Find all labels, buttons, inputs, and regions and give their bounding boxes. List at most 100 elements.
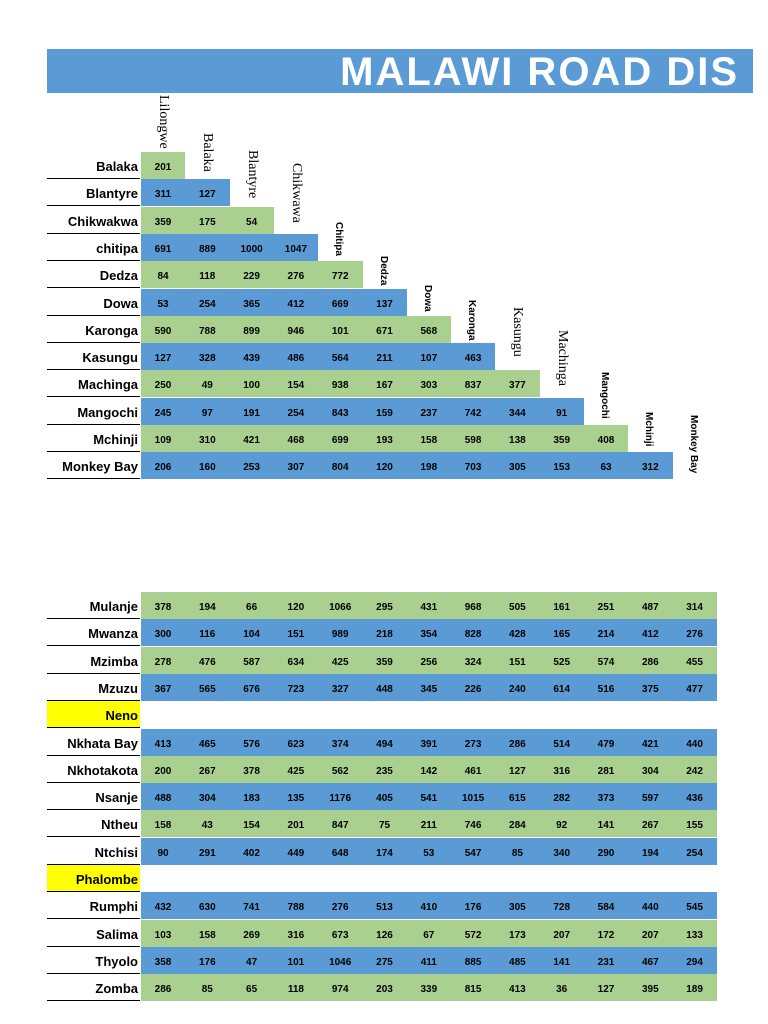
column-header-balaka: Balaka bbox=[200, 133, 216, 172]
distance-cell: 267 bbox=[641, 820, 659, 832]
row-band-karonga bbox=[141, 315, 452, 343]
distance-cell: 487 bbox=[641, 602, 659, 613]
distance-cell: 176 bbox=[464, 902, 482, 914]
column-header-monkey-bay: Monkey Bay bbox=[687, 415, 699, 474]
distance-cell: 327 bbox=[331, 683, 349, 695]
distance-cell: 47 bbox=[246, 956, 258, 968]
distance-cell: 237 bbox=[420, 407, 438, 419]
distance-cell: 65 bbox=[246, 984, 258, 996]
row-label-nkhata-bay: Nkhata Bay bbox=[47, 729, 140, 756]
distance-cell: 226 bbox=[464, 683, 482, 695]
distance-cell: 477 bbox=[686, 683, 703, 695]
distance-cell: 91 bbox=[556, 407, 568, 419]
distance-cell: 284 bbox=[509, 820, 526, 832]
distance-cell: 127 bbox=[509, 765, 526, 777]
distance-cell: 101 bbox=[287, 956, 305, 968]
distance-cell: 286 bbox=[641, 656, 659, 668]
row-band-rumphi bbox=[141, 892, 717, 920]
distance-cell: 43 bbox=[201, 820, 213, 832]
distance-cell: 432 bbox=[154, 902, 172, 914]
title-bar: MALAWI ROAD DIS bbox=[47, 49, 753, 94]
distance-cell: 673 bbox=[331, 929, 349, 941]
distance-cell: 201 bbox=[154, 162, 172, 173]
row-label-kasungu: Kasungu bbox=[47, 343, 140, 371]
distance-cell: 307 bbox=[287, 462, 305, 474]
distance-cell: 741 bbox=[243, 902, 260, 914]
distance-cell: 116 bbox=[199, 629, 216, 641]
distance-cell: 101 bbox=[331, 325, 349, 337]
row-band-kasungu bbox=[141, 343, 496, 371]
row-band-chikwakwa bbox=[141, 206, 274, 234]
row-band-nkhata-bay bbox=[141, 728, 717, 756]
distance-cell: 290 bbox=[597, 847, 615, 859]
distance-cell: 310 bbox=[198, 435, 216, 446]
row-band-mchinji bbox=[141, 425, 629, 452]
distance-cell: 413 bbox=[509, 984, 526, 996]
distance-cell: 207 bbox=[553, 929, 571, 941]
distance-cell: 118 bbox=[287, 984, 304, 996]
distance-cell: 189 bbox=[686, 984, 703, 996]
distance-cell: 183 bbox=[243, 793, 260, 805]
column-header-chikwawa: Chikwawa bbox=[288, 163, 304, 223]
distance-cell: 899 bbox=[243, 325, 260, 337]
distance-cell: 565 bbox=[198, 683, 216, 695]
distance-cell: 562 bbox=[331, 765, 349, 777]
distance-cell: 126 bbox=[376, 929, 393, 941]
distance-cell: 211 bbox=[376, 353, 393, 365]
distance-cell: 151 bbox=[509, 656, 526, 668]
distance-cell: 485 bbox=[509, 956, 526, 968]
row-label-machinga: Machinga bbox=[47, 370, 140, 398]
distance-cell: 137 bbox=[376, 298, 393, 310]
distance-cell: 153 bbox=[553, 462, 571, 474]
distance-cell: 968 bbox=[464, 602, 482, 613]
distance-cell: 160 bbox=[198, 462, 216, 474]
distance-cell: 135 bbox=[287, 793, 305, 805]
distance-cell: 49 bbox=[201, 380, 213, 392]
row-band-mwanza bbox=[141, 619, 717, 647]
row-band-ntheu bbox=[141, 810, 717, 838]
distance-cell: 691 bbox=[154, 243, 172, 255]
distance-cell: 54 bbox=[246, 216, 258, 228]
distance-cell: 1066 bbox=[329, 602, 352, 613]
distance-cell: 194 bbox=[198, 602, 216, 613]
distance-cell: 354 bbox=[420, 629, 438, 641]
column-header-lilongwe: Lilongwe bbox=[156, 95, 171, 149]
distance-cell: 314 bbox=[686, 602, 703, 613]
distance-cell: 1015 bbox=[461, 793, 485, 805]
distance-cell: 154 bbox=[287, 380, 305, 392]
distance-cell: 142 bbox=[420, 765, 438, 777]
row-band-balaka bbox=[141, 152, 186, 179]
distance-cell: 468 bbox=[287, 435, 305, 446]
distance-cell: 158 bbox=[420, 435, 438, 446]
distance-cell: 449 bbox=[287, 847, 305, 859]
row-label-dowa: Dowa bbox=[47, 289, 140, 316]
distance-cell: 989 bbox=[331, 629, 349, 641]
distance-cell: 614 bbox=[553, 683, 571, 695]
distance-cell: 465 bbox=[198, 738, 216, 750]
distance-cell: 598 bbox=[464, 435, 482, 446]
distance-cell: 584 bbox=[597, 902, 615, 914]
distance-cell: 630 bbox=[198, 902, 216, 914]
distance-cell: 303 bbox=[420, 380, 438, 392]
distance-cell: 127 bbox=[597, 984, 615, 996]
distance-cell: 211 bbox=[420, 820, 437, 832]
column-header-mangochi: Mangochi bbox=[599, 372, 610, 419]
distance-cell: 253 bbox=[243, 462, 260, 474]
distance-cell: 84 bbox=[157, 271, 169, 283]
distance-cell: 410 bbox=[420, 902, 438, 914]
distance-cell: 254 bbox=[198, 298, 216, 310]
distance-cell: 412 bbox=[287, 298, 305, 310]
distance-cell: 1046 bbox=[329, 956, 352, 968]
distance-cell: 36 bbox=[556, 984, 568, 996]
distance-cell: 100 bbox=[243, 380, 260, 392]
distance-cell: 305 bbox=[509, 462, 526, 474]
distance-cell: 440 bbox=[641, 902, 659, 914]
distance-cell: 804 bbox=[331, 462, 349, 474]
distance-cell: 359 bbox=[154, 216, 172, 228]
distance-cell: 412 bbox=[641, 629, 659, 641]
row-band-dowa bbox=[141, 288, 407, 316]
distance-cell: 847 bbox=[331, 820, 349, 832]
distance-cell: 316 bbox=[287, 929, 305, 941]
distance-cell: 572 bbox=[464, 929, 482, 941]
distance-cell: 53 bbox=[157, 298, 169, 310]
